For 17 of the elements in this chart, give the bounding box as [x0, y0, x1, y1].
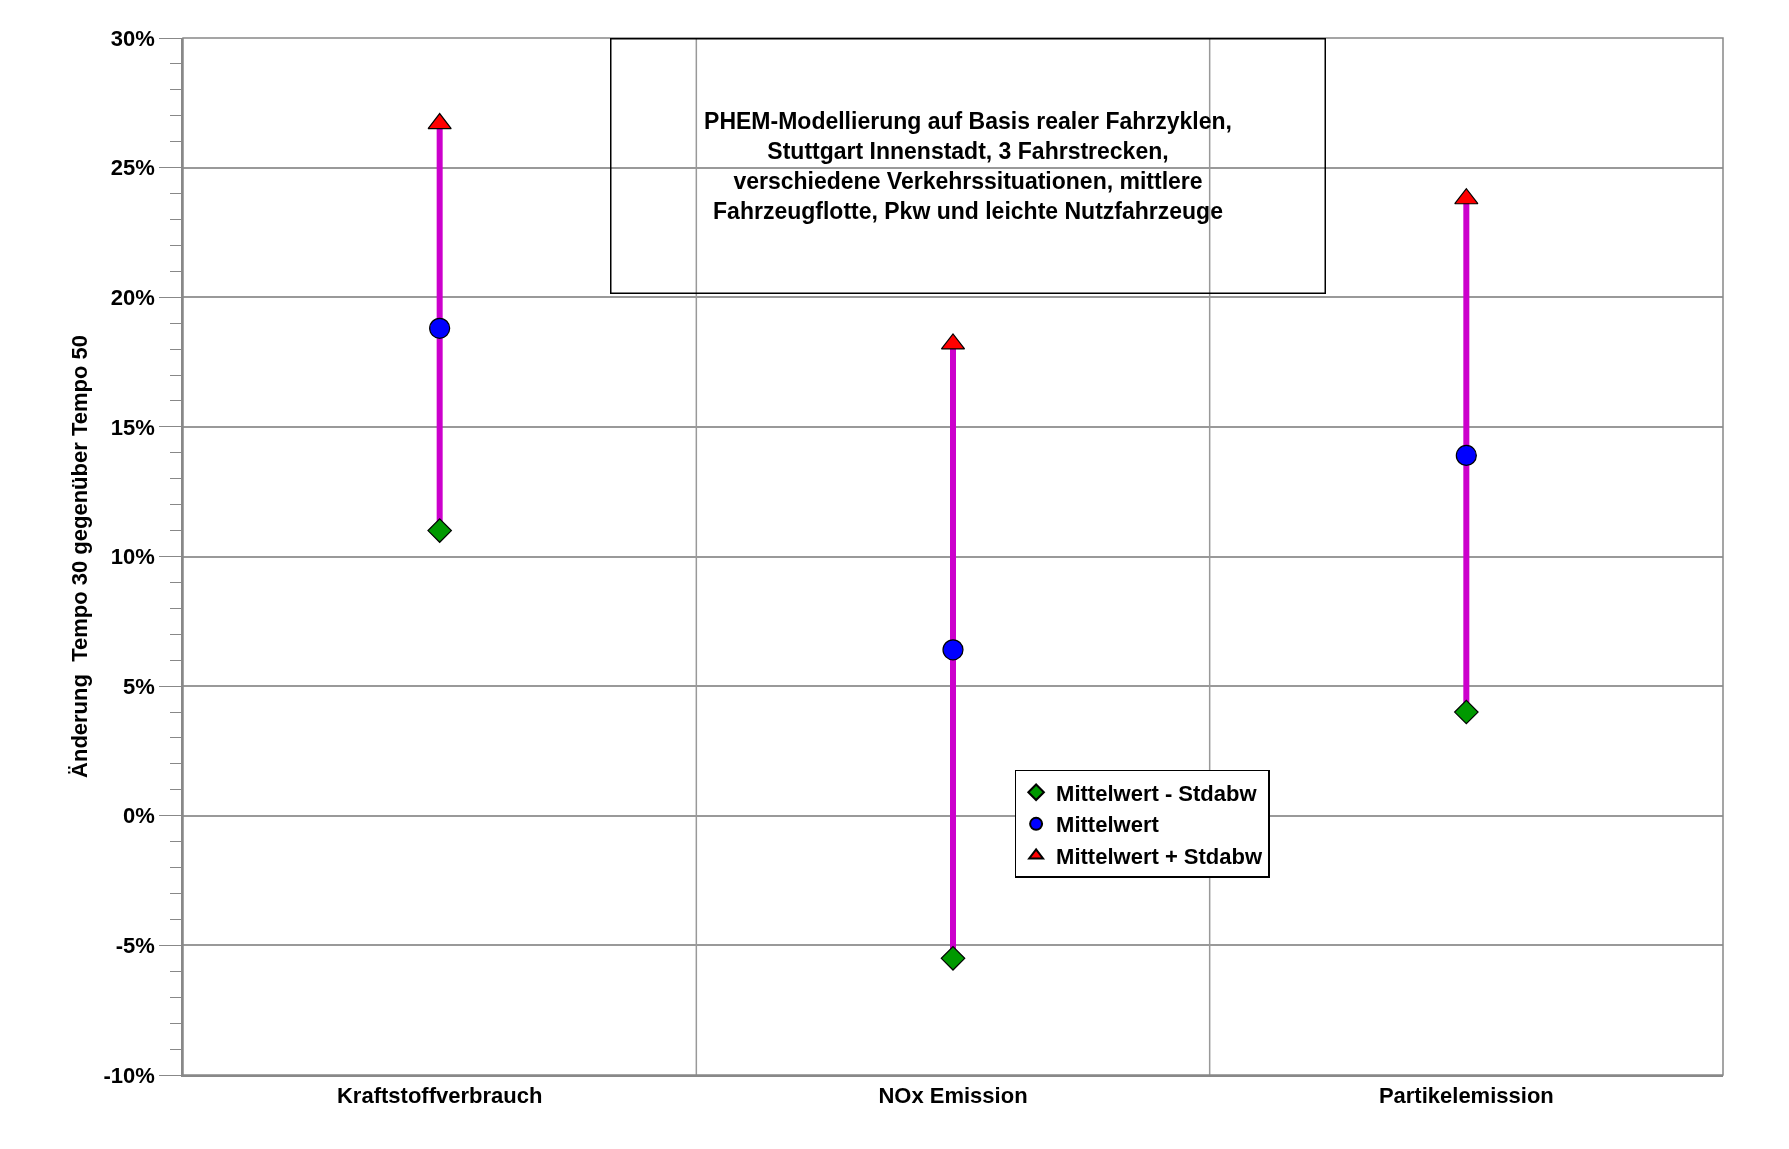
y-tick-label: 5%: [123, 673, 155, 699]
legend-label: Mittelwert + Stdabw: [1056, 844, 1263, 870]
legend-label: Mittelwert: [1056, 812, 1160, 838]
y-tick-label: 30%: [110, 25, 155, 51]
y-tick-label: 0%: [123, 803, 155, 829]
y-axis-title: Änderung Tempo 30 gegenüber Tempo 50: [66, 335, 92, 778]
y-tick-label: 25%: [110, 155, 155, 181]
annotation: PHEM-Modellierung auf Basis realer Fahrzyklen, Stuttgart Innenstadt, 3 Fahrstrecken, verschiedene Verkehrssituationen, mittlere Fahrzeugflotte, Pkw und leichte Nutzfahrzeuge: [704, 108, 1232, 224]
y-tick-label: -10%: [103, 1062, 155, 1088]
y-tick-label: 20%: [110, 284, 155, 310]
y-tick-label: 15%: [110, 414, 155, 440]
legend-label: Mittelwert - Stdabw: [1056, 780, 1258, 806]
x-tick-label: Partikelemission: [1378, 1083, 1554, 1109]
y-tick-label: 10%: [110, 544, 155, 570]
y-tick-label: -5%: [115, 933, 155, 959]
x-tick-label: Kraftstoffverbrauch: [336, 1083, 543, 1109]
x-tick-label: NOx Emission: [878, 1083, 1028, 1109]
